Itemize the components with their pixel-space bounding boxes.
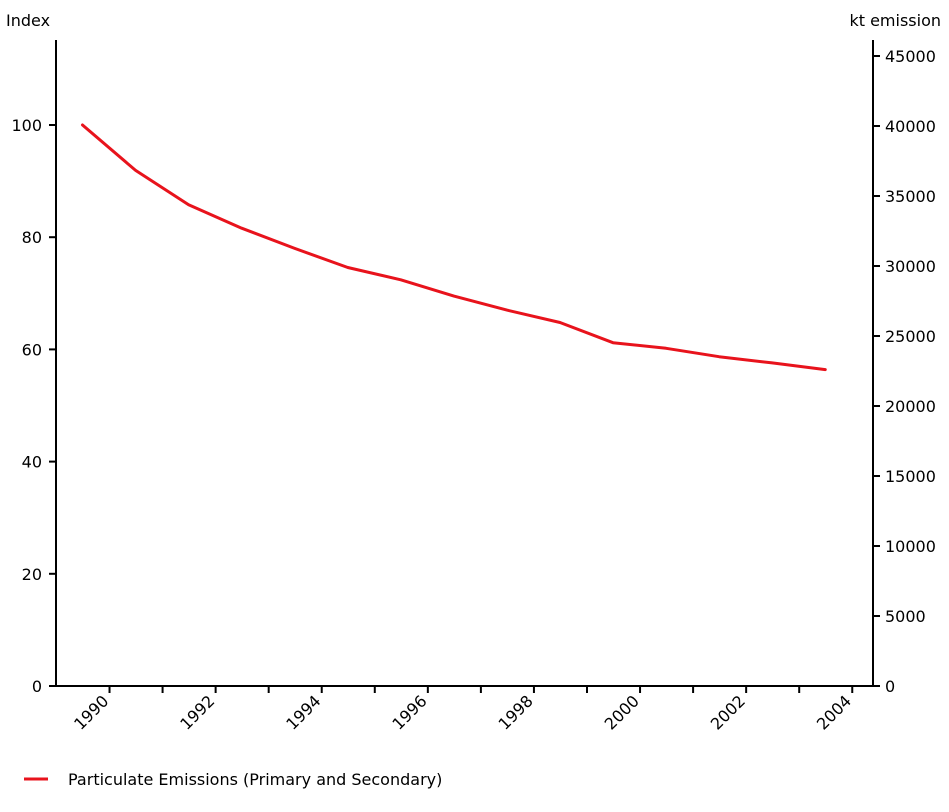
series-point [346, 266, 349, 269]
series-point [240, 227, 243, 230]
series-point [824, 368, 827, 371]
series-point [717, 355, 721, 358]
right-y-tick-label: 40000 [885, 117, 936, 136]
series-point [187, 203, 190, 206]
series-point [771, 361, 774, 365]
x-tick-label: 1998 [495, 691, 537, 733]
series-point [293, 247, 296, 250]
series-point [611, 341, 615, 344]
series-point [399, 278, 402, 281]
right-y-tick-label: 20000 [885, 397, 936, 416]
series-point [505, 308, 509, 312]
left-axis-title: Index [6, 11, 50, 30]
x-ticks: 1990 1992 1994 1996 1998 2000 2002 2004 [70, 686, 855, 734]
left-y-tick-label: 80 [22, 228, 42, 247]
series-point [664, 347, 668, 350]
series-point [452, 294, 456, 298]
right-axis-title: kt emission [849, 11, 941, 30]
left-y-tick-label: 60 [22, 340, 42, 359]
x-tick-label: 1994 [282, 691, 324, 733]
series-point [134, 169, 137, 172]
right-y-tick-label: 30000 [885, 257, 936, 276]
left-y-tick-label: 0 [32, 677, 42, 696]
series-point [81, 123, 84, 127]
x-tick-label: 1992 [176, 691, 218, 733]
series-line [81, 123, 827, 372]
right-y-tick-label: 5000 [885, 607, 926, 626]
left-y-tick-label: 20 [22, 565, 42, 584]
right-y-tick-label: 45000 [885, 47, 936, 66]
right-y-tick-label: 35000 [885, 187, 936, 206]
right-y-tick-label: 10000 [885, 537, 936, 556]
left-y-tick-label: 40 [22, 453, 42, 472]
legend: Particulate Emissions (Primary and Secon… [24, 770, 442, 789]
left-y-ticks: 0 20 40 60 80 100 [11, 116, 56, 696]
x-tick-label: 1996 [388, 691, 430, 733]
x-tick-label: 2002 [707, 691, 749, 733]
legend-label: Particulate Emissions (Primary and Secon… [68, 770, 442, 789]
right-y-tick-label: 15000 [885, 467, 936, 486]
series-point [558, 321, 562, 324]
right-y-ticks: 0 5000 10000 15000 20000 25000 30000 35000 40000… [873, 47, 936, 696]
x-tick-label: 1990 [70, 691, 112, 733]
right-y-tick-label: 25000 [885, 327, 936, 346]
left-y-tick-label: 100 [11, 116, 42, 135]
x-tick-label: 2004 [813, 691, 855, 733]
x-tick-label: 2000 [601, 691, 643, 733]
right-y-tick-label: 0 [885, 677, 895, 696]
series-group [81, 123, 827, 372]
